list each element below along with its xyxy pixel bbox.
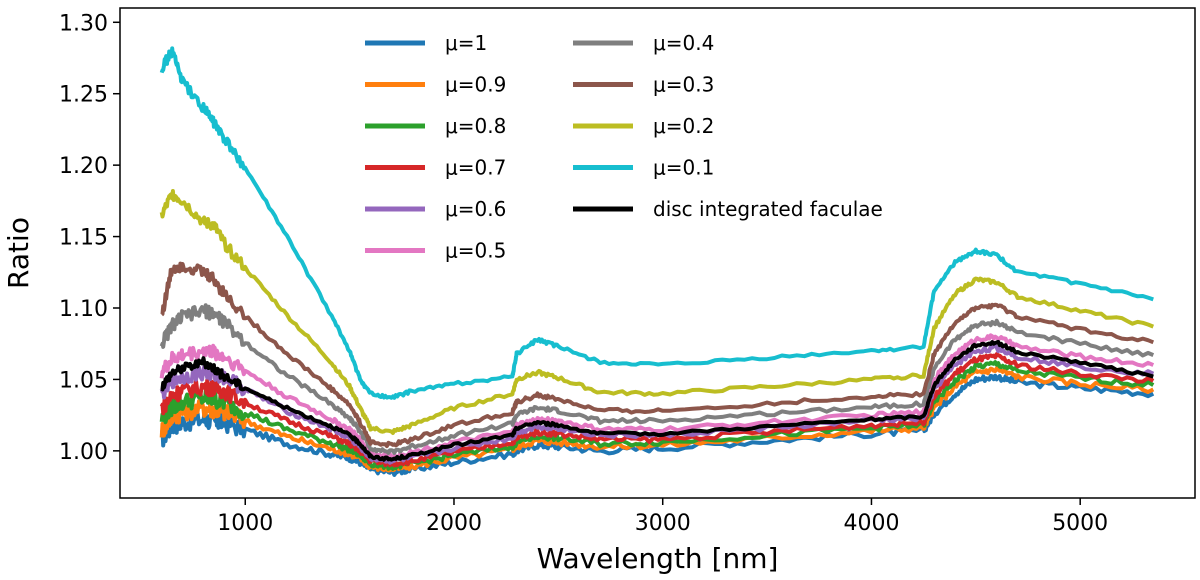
axes-frame bbox=[119, 7, 1196, 499]
x-tick-label: 3000 bbox=[635, 511, 691, 536]
legend-label-7: μ=0.3 bbox=[653, 73, 714, 97]
y-tick-label: 1.00 bbox=[59, 440, 108, 465]
legend: μ=1 μ=0.9 μ=0.8 μ=0.7 μ=0.6 μ=0.5 μ=0.4 μ=0.3 μ=… bbox=[365, 31, 883, 263]
series-line-4 bbox=[159, 344, 1155, 465]
series-line-8 bbox=[159, 189, 1155, 435]
legend-label-9: μ=0.1 bbox=[653, 156, 714, 180]
series-line-0 bbox=[159, 373, 1155, 477]
legend-label-1: μ=0.9 bbox=[445, 73, 506, 97]
y-axis-title: Ratio bbox=[2, 217, 35, 289]
legend-label-2: μ=0.8 bbox=[445, 114, 506, 138]
legend-label-4: μ=0.6 bbox=[445, 197, 506, 221]
legend-label-3: μ=0.7 bbox=[445, 156, 506, 180]
series-line-10 bbox=[160, 339, 1154, 462]
x-axis-title: Wavelength [nm] bbox=[537, 542, 779, 575]
series-group bbox=[159, 46, 1155, 477]
series-line-3 bbox=[159, 352, 1155, 468]
y-tick-label: 1.05 bbox=[59, 368, 108, 393]
legend-label-6: μ=0.4 bbox=[653, 31, 714, 55]
y-tick-label: 1.20 bbox=[59, 154, 108, 179]
y-tick-label: 1.30 bbox=[59, 11, 108, 36]
y-tick-label: 1.15 bbox=[59, 226, 108, 251]
y-tick-label: 1.10 bbox=[59, 297, 108, 322]
legend-label-8: μ=0.2 bbox=[653, 114, 714, 138]
series-line-6 bbox=[159, 303, 1155, 455]
series-line-7 bbox=[160, 261, 1155, 449]
legend-label-10: disc integrated faculae bbox=[653, 197, 883, 221]
y-tick-label: 1.25 bbox=[59, 83, 108, 108]
series-line-9 bbox=[159, 46, 1154, 400]
x-tick-label: 5000 bbox=[1052, 511, 1108, 536]
legend-label-5: μ=0.5 bbox=[445, 239, 506, 263]
x-tick-label: 2000 bbox=[426, 511, 482, 536]
x-tick-label: 1000 bbox=[217, 511, 273, 536]
ticks-group: 1000 2000 3000 4000 5000 1.00 1.05 1.10 1.15 1.20… bbox=[59, 11, 1108, 536]
legend-label-0: μ=1 bbox=[445, 31, 487, 55]
x-tick-label: 4000 bbox=[843, 511, 899, 536]
